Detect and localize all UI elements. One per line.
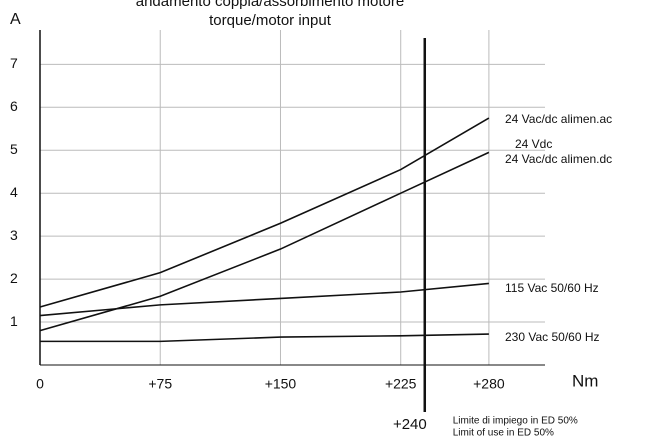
y-tick-label: 1 [10,313,18,329]
limit-label: +240 [393,416,427,433]
y-tick-label: 7 [10,55,18,71]
x-tick-label: 0 [36,376,44,392]
chart-title: andamento coppia/assorbimento motore [136,0,405,10]
series-label: 115 Vac 50/60 Hz [505,281,599,295]
y-tick-label: 3 [10,227,18,243]
y-tick-label: 2 [10,270,18,286]
limit-note: Limit of use in ED 50% [453,428,554,439]
x-tick-label: +225 [385,376,417,392]
chart-subtitle: torque/motor input [209,12,332,29]
series-label: 24 Vac/dc alimen.ac [505,112,612,126]
limit-note: Limite di impiego in ED 50% [453,416,578,427]
y-axis-label: A [10,11,21,28]
series-label: 230 Vac 50/60 Hz [505,330,600,344]
y-tick-label: 6 [10,98,18,114]
y-tick-label: 4 [10,184,18,200]
series-line [40,333,489,343]
annotation: 24 Vdc [515,137,552,151]
series-line [39,282,489,317]
series-line [39,151,490,332]
series-label: 24 Vac/dc alimen.dc [505,152,612,166]
series-line [39,117,490,308]
x-tick-label: +150 [265,376,297,392]
x-axis-label: Nm [572,371,598,390]
x-tick-label: +280 [473,376,505,392]
x-tick-label: +75 [148,376,172,392]
y-tick-label: 5 [10,141,18,157]
